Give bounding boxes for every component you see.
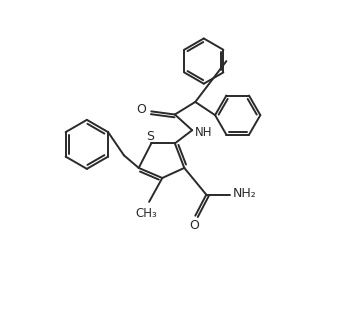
Text: NH: NH <box>195 126 213 139</box>
Text: S: S <box>146 130 154 143</box>
Text: O: O <box>137 103 147 116</box>
Text: CH₃: CH₃ <box>135 207 157 220</box>
Text: O: O <box>189 219 199 232</box>
Text: NH₂: NH₂ <box>233 187 257 200</box>
